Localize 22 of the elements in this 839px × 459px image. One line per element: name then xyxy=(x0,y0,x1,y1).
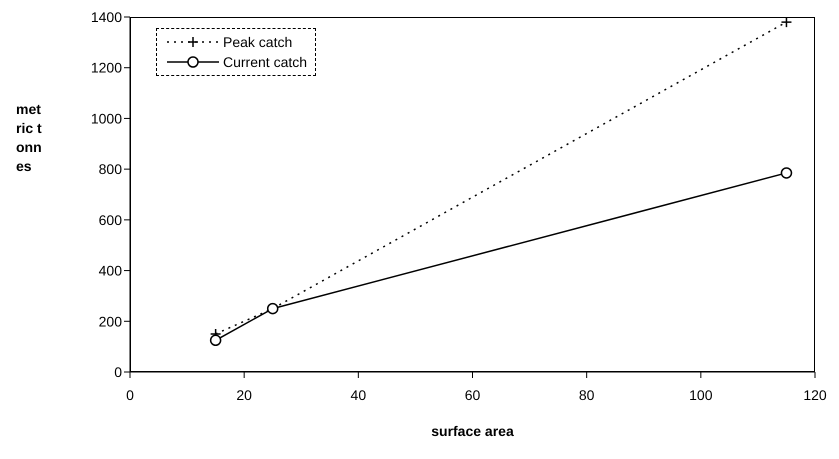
y-tick-label: 1000 xyxy=(90,110,122,126)
legend-label: Peak catch xyxy=(223,34,292,50)
x-tick-label: 100 xyxy=(689,386,713,403)
x-axis-title: surface area xyxy=(431,423,514,439)
x-tick-label: 60 xyxy=(464,386,480,403)
x-tick-label: 80 xyxy=(578,386,595,403)
point xyxy=(210,334,222,346)
y-axis-title: metric tonnes xyxy=(16,100,43,176)
y-tick-label: 400 xyxy=(98,262,122,279)
x-tick-label: 0 xyxy=(126,386,134,403)
legend-label: Current catch xyxy=(223,54,308,70)
point xyxy=(780,167,792,179)
y-tick-label: 1400 xyxy=(90,8,122,25)
x-tick-label: 40 xyxy=(350,386,366,403)
y-tick-label: 200 xyxy=(98,313,122,330)
y-tick-label: 1200 xyxy=(90,60,122,76)
x-tick-label: 20 xyxy=(236,386,252,403)
y-tick-label: 600 xyxy=(98,212,122,228)
point xyxy=(780,17,792,28)
y-tick-label: 0 xyxy=(114,364,122,380)
y-tick-label: 800 xyxy=(98,161,122,178)
x-tick-label: 120 xyxy=(803,386,827,403)
